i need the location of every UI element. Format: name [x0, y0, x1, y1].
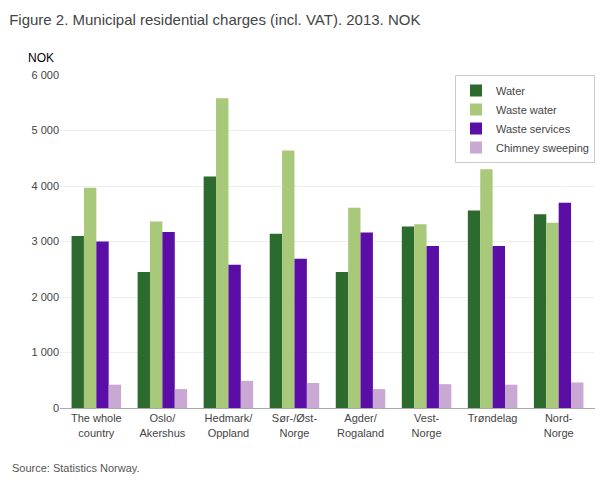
- svg-text:Water: Water: [496, 85, 525, 97]
- svg-text:6 000: 6 000: [31, 69, 59, 81]
- svg-text:Vest-Norge: Vest-Norge: [412, 412, 442, 438]
- svg-text:Hedmark/Oppland: Hedmark/Oppland: [205, 412, 254, 438]
- svg-text:5 000: 5 000: [31, 124, 59, 136]
- svg-text:1 000: 1 000: [31, 346, 59, 358]
- svg-text:Waste water: Waste water: [496, 104, 557, 116]
- svg-text:0: 0: [53, 402, 59, 414]
- svg-text:Waste services: Waste services: [496, 123, 571, 135]
- svg-text:Source: Statistics Norway.: Source: Statistics Norway.: [12, 462, 140, 474]
- svg-text:2 000: 2 000: [31, 291, 59, 303]
- svg-text:NOK: NOK: [28, 51, 54, 65]
- svg-text:Sør-/Øst-Norge: Sør-/Øst-Norge: [272, 412, 318, 438]
- svg-text:Chimney sweeping: Chimney sweeping: [496, 142, 589, 154]
- svg-text:The wholecountry: The wholecountry: [71, 412, 122, 438]
- svg-text:3 000: 3 000: [31, 235, 59, 247]
- svg-text:Oslo/Akershus: Oslo/Akershus: [139, 412, 185, 438]
- svg-text:4 000: 4 000: [31, 180, 59, 192]
- svg-text:Nord-Norge: Nord-Norge: [544, 412, 574, 438]
- svg-text:Figure 2. Municipal residentia: Figure 2. Municipal residential charges …: [9, 11, 420, 28]
- svg-text:Trøndelag: Trøndelag: [468, 412, 518, 424]
- svg-text:Agder/Rogaland: Agder/Rogaland: [337, 412, 384, 438]
